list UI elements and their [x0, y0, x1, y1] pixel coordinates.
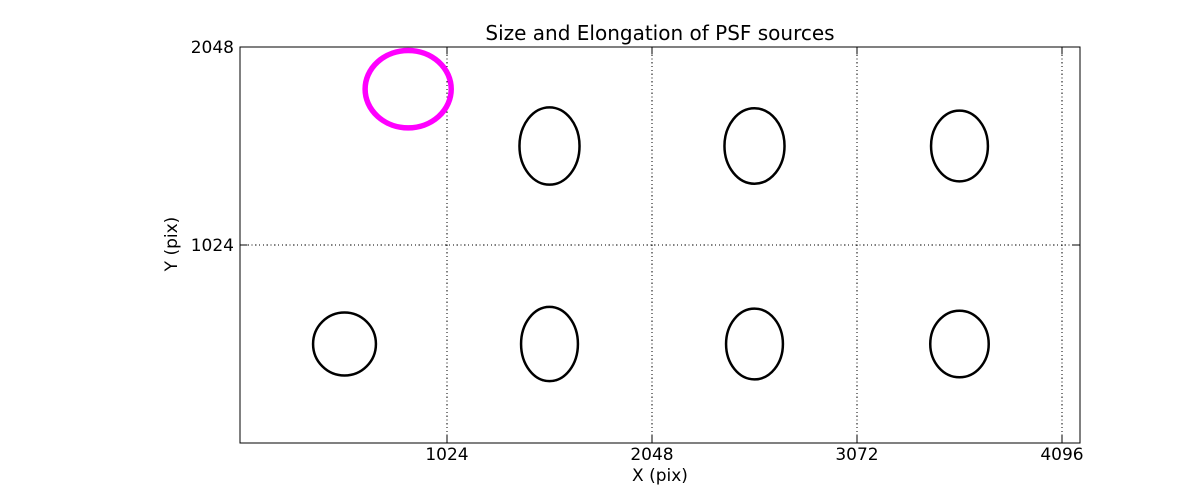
psf-ellipse-bottom-2 — [519, 305, 580, 383]
x-tick-label-1024: 1024 — [425, 445, 468, 465]
psf-ellipse-bottom-3 — [724, 307, 785, 381]
x-tick-label-2048: 2048 — [630, 445, 673, 465]
psf-ellipse-bottom-4 — [929, 309, 990, 379]
y-tick-label-2048: 2048 — [191, 38, 234, 58]
y-axis-label: Y (pix) — [162, 216, 182, 272]
x-axis-label: X (pix) — [632, 466, 688, 486]
psf-ellipse-bottom-1 — [311, 311, 378, 377]
chart-title: Size and Elongation of PSF sources — [485, 21, 835, 45]
psf-ellipse-top-4 — [929, 109, 990, 183]
x-tick-label-3072: 3072 — [835, 445, 878, 465]
psf-ellipse-top-3 — [723, 107, 786, 185]
psf-ellipse-top-2 — [518, 106, 581, 186]
x-tick-label-4096: 4096 — [1040, 445, 1083, 465]
highlighted-psf-ellipse — [362, 47, 454, 131]
y-tick-label-1024: 1024 — [191, 236, 234, 256]
